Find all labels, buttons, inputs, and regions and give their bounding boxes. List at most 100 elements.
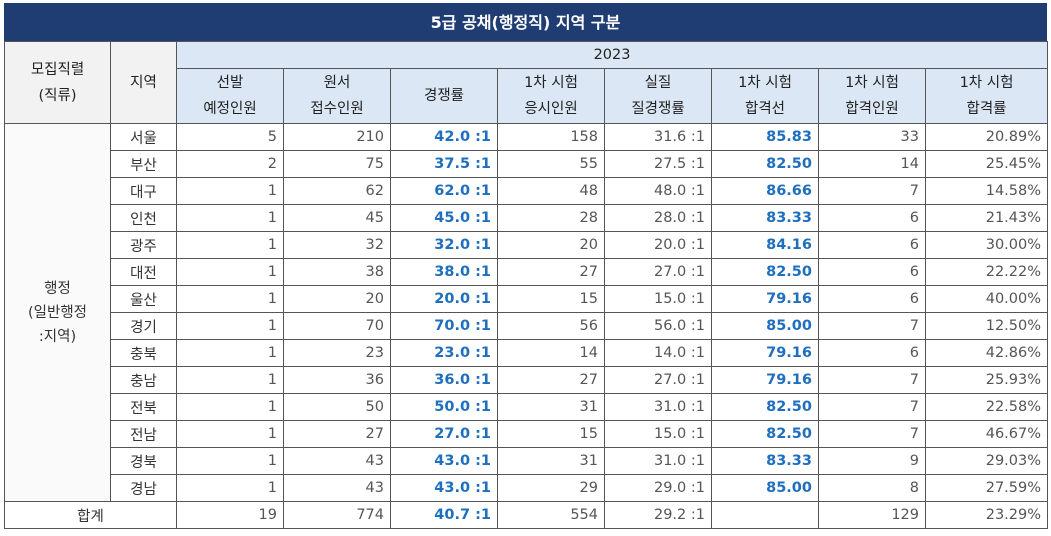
- cell-ratio: 20.0 :1: [390, 285, 498, 313]
- cell-region: 충북: [110, 339, 177, 367]
- cell-passed: 6: [818, 258, 926, 286]
- cell-passed: 6: [818, 339, 926, 367]
- cell-region: 부산: [110, 150, 177, 178]
- cell-region: 충남: [110, 366, 177, 394]
- total-row: 합계 19 774 40.7 :1 554 29.2 :1 129 23.29%: [4, 501, 1049, 529]
- cell-pass-rate: 40.00%: [924, 285, 1049, 313]
- cell-applied: 43: [283, 447, 391, 475]
- table-row: 경남 1 43 43.0 :1 29 29.0 :1 85.00 8 27.59%: [5, 474, 1049, 502]
- cell-pass-rate: 42.86%: [924, 339, 1049, 367]
- total-cell-pass-rate: 23.29%: [924, 501, 1049, 529]
- cell-planned: 1: [176, 447, 284, 475]
- cell-ratio: 32.0 :1: [390, 231, 498, 259]
- cell-cutoff: 85.83: [711, 123, 819, 151]
- region-table: 모집직렬 (직류) 지역 2023 선발 예정인원 원서 접수인원 경쟁률 1차…: [4, 41, 1049, 529]
- table-row: 전남 1 27 27.0 :1 15 15.0 :1 82.50 7 46.67%: [5, 420, 1049, 448]
- cell-real-ratio: 27.5 :1: [604, 150, 712, 178]
- cell-planned: 1: [176, 312, 284, 340]
- cell-real-ratio: 14.0 :1: [604, 339, 712, 367]
- cell-taken: 27: [497, 258, 605, 286]
- table-row: 울산 1 20 20.0 :1 15 15.0 :1 79.16 6 40.00%: [5, 285, 1049, 313]
- cell-applied: 210: [283, 123, 391, 151]
- cell-real-ratio: 31.0 :1: [604, 393, 712, 421]
- cell-cutoff: 79.16: [711, 366, 819, 394]
- header-columns-row: 선발 예정인원 원서 접수인원 경쟁률 1차 시험 응시인원 실질 질경쟁률 1…: [5, 68, 1049, 124]
- cell-planned: 1: [176, 393, 284, 421]
- cell-planned: 2: [176, 150, 284, 178]
- header-position: 모집직렬 (직류): [4, 41, 111, 124]
- cell-ratio: 37.5 :1: [390, 150, 498, 178]
- cell-applied: 36: [283, 366, 391, 394]
- total-cell-applied: 774: [283, 501, 391, 529]
- cell-pass-rate: 14.58%: [924, 177, 1049, 205]
- cell-applied: 62: [283, 177, 391, 205]
- cell-passed: 6: [818, 285, 926, 313]
- cell-region: 대구: [110, 177, 177, 205]
- cell-applied: 43: [283, 474, 391, 502]
- header-region: 지역: [110, 41, 177, 124]
- header-real-ratio: 실질 질경쟁률: [604, 68, 712, 124]
- cell-region: 서울: [110, 123, 177, 151]
- cell-cutoff: 85.00: [711, 474, 819, 502]
- cell-pass-rate: 30.00%: [924, 231, 1049, 259]
- cell-ratio: 43.0 :1: [390, 474, 498, 502]
- header-year: 2023: [175, 41, 1049, 69]
- cell-planned: 1: [176, 366, 284, 394]
- cell-passed: 7: [818, 312, 926, 340]
- cell-ratio: 38.0 :1: [390, 258, 498, 286]
- cell-planned: 1: [176, 420, 284, 448]
- cell-applied: 38: [283, 258, 391, 286]
- cell-passed: 8: [818, 474, 926, 502]
- table-row: 경기 1 70 70.0 :1 56 56.0 :1 85.00 7 12.50%: [5, 312, 1049, 340]
- cell-ratio: 27.0 :1: [390, 420, 498, 448]
- cell-pass-rate: 22.58%: [924, 393, 1049, 421]
- cell-real-ratio: 31.6 :1: [604, 123, 712, 151]
- table-row: 충북 1 23 23.0 :1 14 14.0 :1 79.16 6 42.86%: [5, 339, 1049, 367]
- cell-cutoff: 82.50: [711, 420, 819, 448]
- cell-region: 인천: [110, 204, 177, 232]
- table-row: 대전 1 38 38.0 :1 27 27.0 :1 82.50 6 22.22%: [5, 258, 1049, 286]
- cell-ratio: 70.0 :1: [390, 312, 498, 340]
- cell-cutoff: 83.33: [711, 204, 819, 232]
- cell-cutoff: 82.50: [711, 150, 819, 178]
- cell-planned: 1: [176, 204, 284, 232]
- cell-pass-rate: 21.43%: [924, 204, 1049, 232]
- cell-planned: 1: [176, 285, 284, 313]
- total-cell-real-ratio: 29.2 :1: [604, 501, 712, 529]
- cell-passed: 6: [818, 204, 926, 232]
- cell-applied: 50: [283, 393, 391, 421]
- cell-ratio: 23.0 :1: [390, 339, 498, 367]
- table-row: 경북 1 43 43.0 :1 31 31.0 :1 83.33 9 29.03%: [5, 447, 1049, 475]
- table-row: 인천 1 45 45.0 :1 28 28.0 :1 83.33 6 21.43%: [5, 204, 1049, 232]
- cell-applied: 23: [283, 339, 391, 367]
- cell-pass-rate: 22.22%: [924, 258, 1049, 286]
- cell-applied: 32: [283, 231, 391, 259]
- cell-taken: 31: [497, 393, 605, 421]
- cell-taken: 158: [497, 123, 605, 151]
- cell-planned: 1: [176, 258, 284, 286]
- cell-planned: 5: [176, 123, 284, 151]
- cell-ratio: 43.0 :1: [390, 447, 498, 475]
- cell-taken: 15: [497, 420, 605, 448]
- cell-cutoff: 82.50: [711, 393, 819, 421]
- cell-region: 경남: [110, 474, 177, 502]
- cell-planned: 1: [176, 177, 284, 205]
- table-row: 부산 2 75 37.5 :1 55 27.5 :1 82.50 14 25.45%: [5, 150, 1049, 178]
- total-cell-planned: 19: [176, 501, 284, 529]
- cell-cutoff: 84.16: [711, 231, 819, 259]
- cell-region: 경기: [110, 312, 177, 340]
- cell-real-ratio: 28.0 :1: [604, 204, 712, 232]
- cell-taken: 48: [497, 177, 605, 205]
- cell-taken: 14: [497, 339, 605, 367]
- table-row: 전북 1 50 50.0 :1 31 31.0 :1 82.50 7 22.58%: [5, 393, 1049, 421]
- header-cutoff: 1차 시험 합격선: [711, 68, 819, 124]
- cell-pass-rate: 12.50%: [924, 312, 1049, 340]
- cell-pass-rate: 25.93%: [924, 366, 1049, 394]
- total-cell-passed: 129: [818, 501, 926, 529]
- cell-applied: 27: [283, 420, 391, 448]
- cell-real-ratio: 27.0 :1: [604, 258, 712, 286]
- table-row: 광주 1 32 32.0 :1 20 20.0 :1 84.16 6 30.00%: [5, 231, 1049, 259]
- cell-planned: 1: [176, 231, 284, 259]
- cell-region: 전남: [110, 420, 177, 448]
- cell-region: 전북: [110, 393, 177, 421]
